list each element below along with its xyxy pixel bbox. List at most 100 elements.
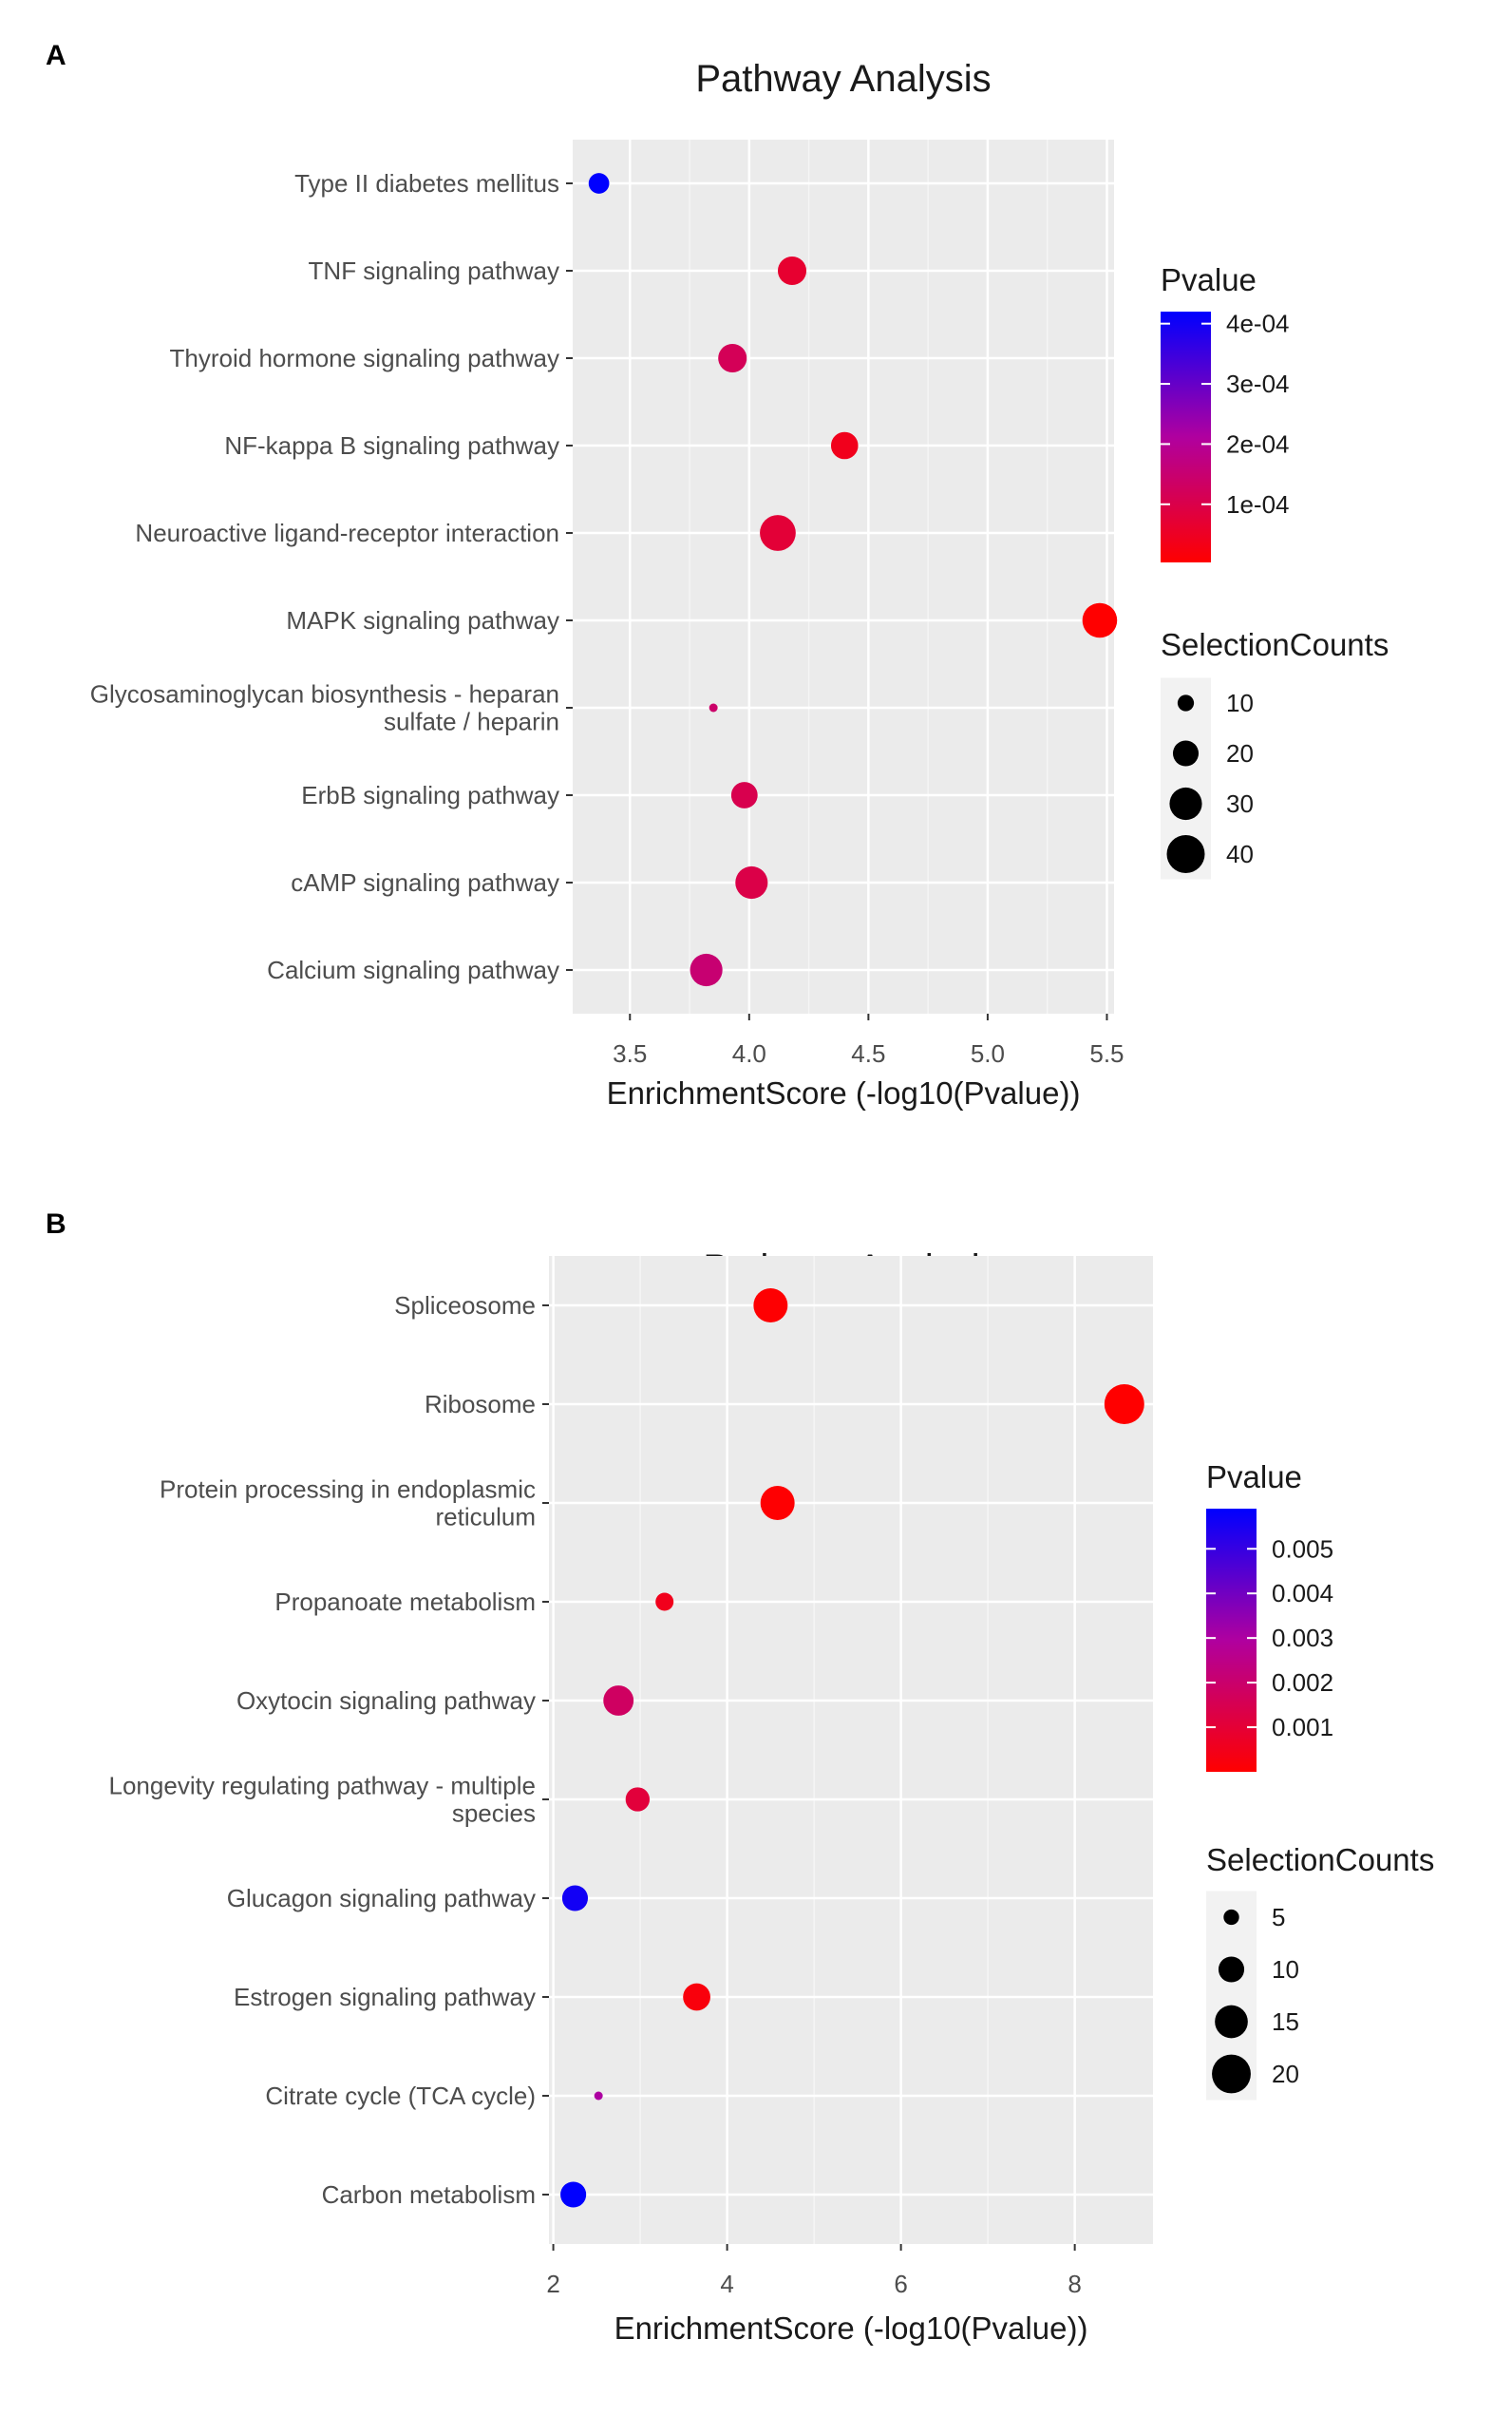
category-label: ErbB signaling pathway <box>301 781 559 809</box>
category-label-line: Glycosaminoglycan biosynthesis - heparan <box>90 680 559 709</box>
size-legend-label: 20 <box>1272 2060 1299 2088</box>
data-point <box>718 343 747 373</box>
x-axis-title: EnrichmentScore (-log10(Pvalue)) <box>614 2310 1088 2346</box>
data-point <box>760 515 796 551</box>
category-label: Propanoate metabolism <box>274 1588 536 1616</box>
category-label: Protein processing in endoplasmic reticul… <box>160 1475 536 1531</box>
data-point <box>830 431 859 460</box>
data-point <box>735 865 768 900</box>
data-point <box>561 1885 589 1911</box>
data-point <box>603 1685 634 1716</box>
panel-a-letter: A <box>46 40 66 71</box>
category-label: Thyroid hormone signaling pathway <box>170 344 559 372</box>
colorbar-label: 0.005 <box>1272 1534 1333 1563</box>
size-legend-dot <box>1177 694 1195 712</box>
category-label-line: sulfate / heparin <box>384 708 559 736</box>
category-label-line: Spliceosome <box>394 1291 536 1320</box>
category-label: Citrate cycle (TCA cycle) <box>265 2082 536 2110</box>
colorbar-label: 0.002 <box>1272 1668 1333 1697</box>
colorbar-label: 2e-04 <box>1226 429 1290 458</box>
x-tick-label: 5.5 <box>1089 1039 1124 1068</box>
x-tick-label: 4.5 <box>851 1039 885 1068</box>
size-legend-label: 10 <box>1226 689 1254 717</box>
category-label-line: Estrogen signaling pathway <box>234 1983 536 2011</box>
x-tick-label: 4 <box>720 2270 733 2298</box>
category-label: Estrogen signaling pathway <box>234 1983 536 2011</box>
category-label: MAPK signaling pathway <box>286 606 559 635</box>
data-point <box>594 2091 603 2101</box>
x-tick-label: 4.0 <box>732 1039 766 1068</box>
data-point <box>777 256 807 286</box>
data-point <box>730 782 758 808</box>
x-tick-label: 5.0 <box>971 1039 1005 1068</box>
size-legend-label: 5 <box>1272 1903 1285 1931</box>
size-legend-dot <box>1169 787 1202 821</box>
category-label-line: species <box>452 1799 536 1828</box>
data-point <box>655 1592 674 1611</box>
size-legend-label: 20 <box>1226 739 1254 768</box>
category-label-line: Oxytocin signaling pathway <box>236 1686 536 1715</box>
category-label-line: Propanoate metabolism <box>274 1588 536 1616</box>
x-tick-label: 6 <box>894 2270 907 2298</box>
data-point <box>625 1787 651 1812</box>
category-label-line: Type II diabetes mellitus <box>294 169 559 198</box>
data-point <box>1082 602 1118 638</box>
panel-b-letter: B <box>46 1208 66 1240</box>
category-label: Carbon metabolism <box>322 2180 536 2209</box>
category-label-line: Citrate cycle (TCA cycle) <box>265 2082 536 2110</box>
category-label-line: Protein processing in endoplasmic <box>160 1475 536 1504</box>
pvalue-legend-title: Pvalue <box>1161 262 1257 297</box>
category-label: Longevity regulating pathway - multiple s… <box>109 1772 536 1828</box>
size-legend-label: 15 <box>1272 2007 1299 2036</box>
category-label-line: cAMP signaling pathway <box>291 868 559 897</box>
category-label-line: MAPK signaling pathway <box>286 606 559 635</box>
pvalue-legend-title: Pvalue <box>1206 1459 1302 1494</box>
data-point <box>753 1287 788 1323</box>
category-label-line: Calcium signaling pathway <box>267 956 559 984</box>
x-tick-label: 3.5 <box>613 1039 647 1068</box>
category-label-line: Ribosome <box>425 1390 536 1418</box>
x-axis-title: EnrichmentScore (-log10(Pvalue)) <box>607 1075 1081 1111</box>
category-label: Ribosome <box>425 1390 536 1418</box>
pvalue-colorbar <box>1161 312 1211 562</box>
category-label: Type II diabetes mellitus <box>294 169 559 198</box>
category-label-line: TNF signaling pathway <box>309 257 559 285</box>
colorbar-label: 0.003 <box>1272 1624 1333 1652</box>
category-label-line: reticulum <box>436 1503 536 1531</box>
category-label-line: NF-kappa B signaling pathway <box>224 431 559 460</box>
category-label: Oxytocin signaling pathway <box>236 1686 536 1715</box>
data-point <box>1104 1384 1144 1424</box>
size-legend-dot <box>1218 1956 1245 1983</box>
colorbar-label: 3e-04 <box>1226 370 1290 398</box>
category-label: Neuroactive ligand-receptor interaction <box>135 519 559 547</box>
category-label: Calcium signaling pathway <box>267 956 559 984</box>
panel-a-title: Pathway Analysis <box>695 58 991 100</box>
category-label-line: ErbB signaling pathway <box>301 781 559 809</box>
data-point <box>683 1983 710 2011</box>
selection-counts-legend-title: SelectionCounts <box>1206 1842 1434 1877</box>
size-legend-label: 40 <box>1226 840 1254 868</box>
colorbar-label: 0.001 <box>1272 1713 1333 1741</box>
selection-counts-legend-title: SelectionCounts <box>1161 627 1389 662</box>
category-label: Glycosaminoglycan biosynthesis - heparan… <box>90 680 559 736</box>
category-label: cAMP signaling pathway <box>291 868 559 897</box>
data-point <box>709 703 718 713</box>
size-legend-label: 10 <box>1272 1955 1299 1984</box>
category-label-line: Neuroactive ligand-receptor interaction <box>135 519 559 547</box>
panel-b-chart: Pathway Analysis2468SpliceosomeRibosomeP… <box>109 1247 1435 2346</box>
colorbar-label: 1e-04 <box>1226 490 1290 519</box>
data-point <box>560 2181 587 2208</box>
size-legend-dot <box>1166 835 1205 873</box>
size-legend-label: 30 <box>1226 789 1254 818</box>
data-point <box>690 953 723 987</box>
data-point <box>588 173 610 194</box>
category-label: Spliceosome <box>394 1291 536 1320</box>
category-label: NF-kappa B signaling pathway <box>224 431 559 460</box>
x-tick-label: 8 <box>1068 2270 1081 2298</box>
colorbar-label: 4e-04 <box>1226 310 1290 338</box>
category-label: TNF signaling pathway <box>309 257 559 285</box>
category-label-line: Glucagon signaling pathway <box>227 1884 536 1912</box>
colorbar-label: 0.004 <box>1272 1579 1333 1607</box>
data-point <box>760 1485 795 1521</box>
